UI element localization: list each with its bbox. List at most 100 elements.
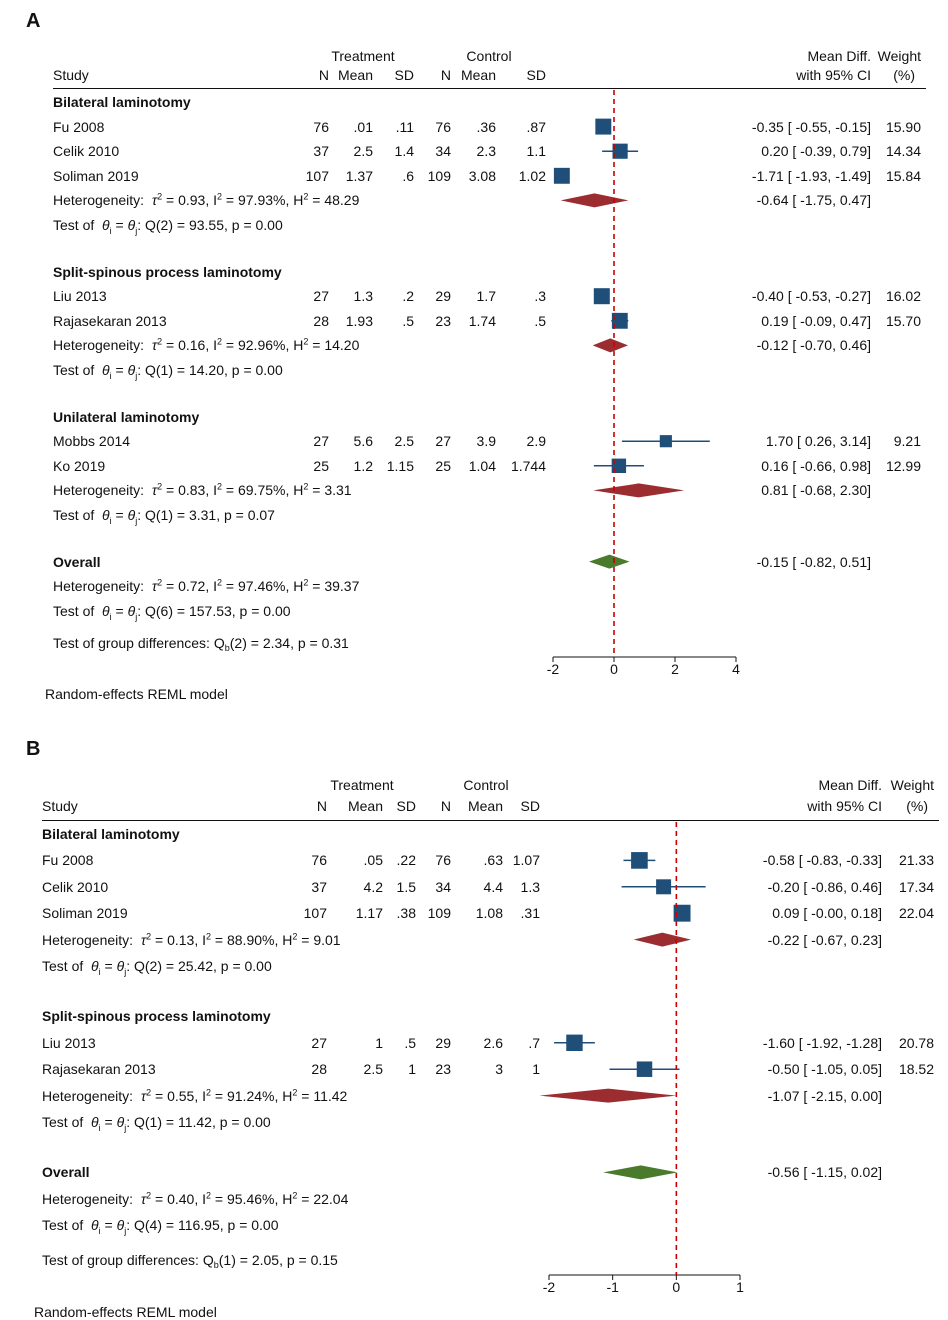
tau2-value: 0.55 [167, 1087, 195, 1104]
study-m1: 2.5 [363, 1061, 383, 1078]
study-weight: 14.34 [885, 143, 921, 160]
study-n2: 34 [435, 143, 451, 160]
header-n2: N [440, 798, 451, 814]
h2-value: 39.37 [324, 578, 360, 595]
heterogeneity-label: Heterogeneity: [42, 1190, 134, 1207]
theta-test-line: Test of θi = θj: Q(1) = 14.20, p = 0.00 [53, 362, 283, 381]
study-ci: 0.09 [ -0.00, 0.18] [772, 905, 882, 922]
study-weight: 9.21 [893, 433, 921, 450]
study-ci: 1.70 [ 0.26, 3.14] [765, 433, 871, 450]
study-n2: 27 [435, 433, 451, 450]
study-ci: -0.58 [ -0.83, -0.33] [762, 852, 882, 869]
panel-label: B [26, 738, 41, 760]
overall-ci: -0.56 [ -1.15, 0.02] [767, 1164, 882, 1181]
q-test-value: Q(1) = 3.31, p = 0.07 [145, 507, 275, 523]
x-tick-label: -1 [606, 1279, 619, 1295]
study-n1: 76 [311, 852, 327, 869]
study-m1: 1.93 [345, 312, 373, 329]
subgroup-ci: -0.12 [ -0.70, 0.46] [756, 337, 871, 354]
study-m2: 3.08 [468, 167, 496, 184]
study-n2: 76 [435, 852, 451, 869]
study-effect-box [636, 1061, 653, 1077]
study-effect-box [611, 312, 628, 329]
study-sd2: .5 [534, 312, 546, 329]
theta-test-line: Test of θi = θj: Q(6) = 157.53, p = 0.00 [53, 602, 291, 622]
study-name: Rajasekaran 2013 [42, 1061, 156, 1078]
study-sd2: .7 [528, 1034, 540, 1051]
overall-diamond [603, 1165, 678, 1180]
study-name: Liu 2013 [42, 1034, 96, 1051]
study-weight: 12.99 [885, 457, 921, 474]
heterogeneity-label: Heterogeneity: [53, 482, 145, 499]
theta-test-line: Test of θi = θj: Q(4) = 116.95, p = 0.00 [42, 1217, 279, 1236]
theta-test-line: Test of θi = θj: Q(2) = 93.55, p = 0.00 [53, 217, 283, 236]
study-weight: 15.70 [885, 312, 921, 329]
test-of-label: Test of [53, 602, 95, 619]
overall-ci: -0.15 [ -0.82, 0.51] [756, 553, 871, 570]
i2-value: 92.96% [237, 337, 286, 354]
study-m1: .05 [363, 852, 383, 869]
study-n1: 27 [311, 1034, 327, 1051]
subgroup-title: Split-spinous process laminotomy [53, 263, 282, 280]
study-effect-box [593, 288, 610, 305]
study-sd2: .87 [526, 118, 546, 135]
study-n1: 37 [313, 143, 329, 160]
study-sd1: 1 [408, 1061, 416, 1078]
tau2-value: 0.13 [167, 931, 195, 948]
header-mean1: Mean [347, 798, 383, 814]
study-sd1: 2.5 [394, 433, 414, 450]
q-test-value: Q(6) = 157.53, p = 0.00 [145, 602, 291, 619]
x-tick-label: 4 [732, 661, 740, 677]
study-n2: 29 [435, 1034, 451, 1051]
study-name: Soliman 2019 [42, 905, 128, 922]
study-sd1: 1.15 [386, 457, 414, 474]
q-test-value: Q(1) = 11.42, p = 0.00 [134, 1114, 271, 1130]
x-tick-label: -2 [543, 1279, 556, 1295]
header-sd1: SD [396, 798, 416, 814]
tau2-value: 0.83 [178, 482, 206, 499]
group-diff-value: (2) = 2.34, p = 0.31 [229, 635, 349, 652]
study-name: Soliman 2019 [53, 167, 139, 184]
q-test-value: Q(2) = 25.42, p = 0.00 [134, 958, 272, 974]
subgroup-ci: -0.22 [ -0.67, 0.23] [767, 931, 882, 948]
study-m1: 1.3 [353, 288, 373, 305]
study-sd2: .31 [520, 905, 540, 922]
tau2-value: 0.72 [178, 578, 206, 595]
heterogeneity-label: Heterogeneity: [53, 192, 145, 209]
i2-value: 69.75% [237, 482, 286, 499]
study-m2: 2.6 [483, 1034, 503, 1051]
overall-title: Overall [53, 553, 101, 570]
test-of-label: Test of [53, 217, 95, 233]
header-weight-pct: (%) [893, 67, 915, 83]
header-mean-diff: Mean Diff. [818, 777, 882, 793]
heterogeneity-line: Heterogeneity: τ2 = 0.13, I2 = 88.90%, H… [42, 930, 341, 948]
study-n1: 27 [313, 433, 329, 450]
study-n1: 28 [311, 1061, 327, 1078]
header-mean1: Mean [337, 67, 373, 83]
header-weight-pct: (%) [906, 798, 928, 814]
overall-title: Overall [42, 1164, 90, 1181]
study-weight: 20.78 [898, 1034, 934, 1051]
model-footnote: Random-effects REML model [45, 686, 228, 702]
h2-value: 22.04 [313, 1190, 349, 1207]
i2-value: 95.46% [226, 1190, 275, 1207]
model-footnote: Random-effects REML model [34, 1304, 217, 1320]
study-m2: .36 [476, 118, 496, 135]
study-effect-box [659, 435, 672, 448]
study-m1: 1 [375, 1034, 383, 1051]
header-control: Control [463, 777, 509, 793]
theta-test-line: Test of θi = θj: Q(1) = 3.31, p = 0.07 [53, 507, 275, 526]
study-effect-box [566, 1034, 583, 1052]
study-n2: 25 [435, 457, 451, 474]
study-weight: 15.84 [885, 167, 921, 184]
heterogeneity-line: Heterogeneity: τ2 = 0.55, I2 = 91.24%, H… [42, 1086, 348, 1104]
header-n2: N [440, 67, 451, 83]
study-name: Celik 2010 [42, 878, 109, 895]
subgroup-diamond [633, 932, 691, 947]
header-ci: with 95% CI [807, 798, 882, 814]
study-n1: 27 [313, 288, 329, 305]
group-difference-test: Test of group differences: Qb(1) = 2.05,… [42, 1252, 338, 1273]
heterogeneity-line: Heterogeneity: τ2 = 0.83, I2 = 69.75%, H… [53, 481, 352, 499]
header-mean-diff: Mean Diff. [807, 48, 871, 64]
header-treatment: Treatment [330, 777, 394, 793]
